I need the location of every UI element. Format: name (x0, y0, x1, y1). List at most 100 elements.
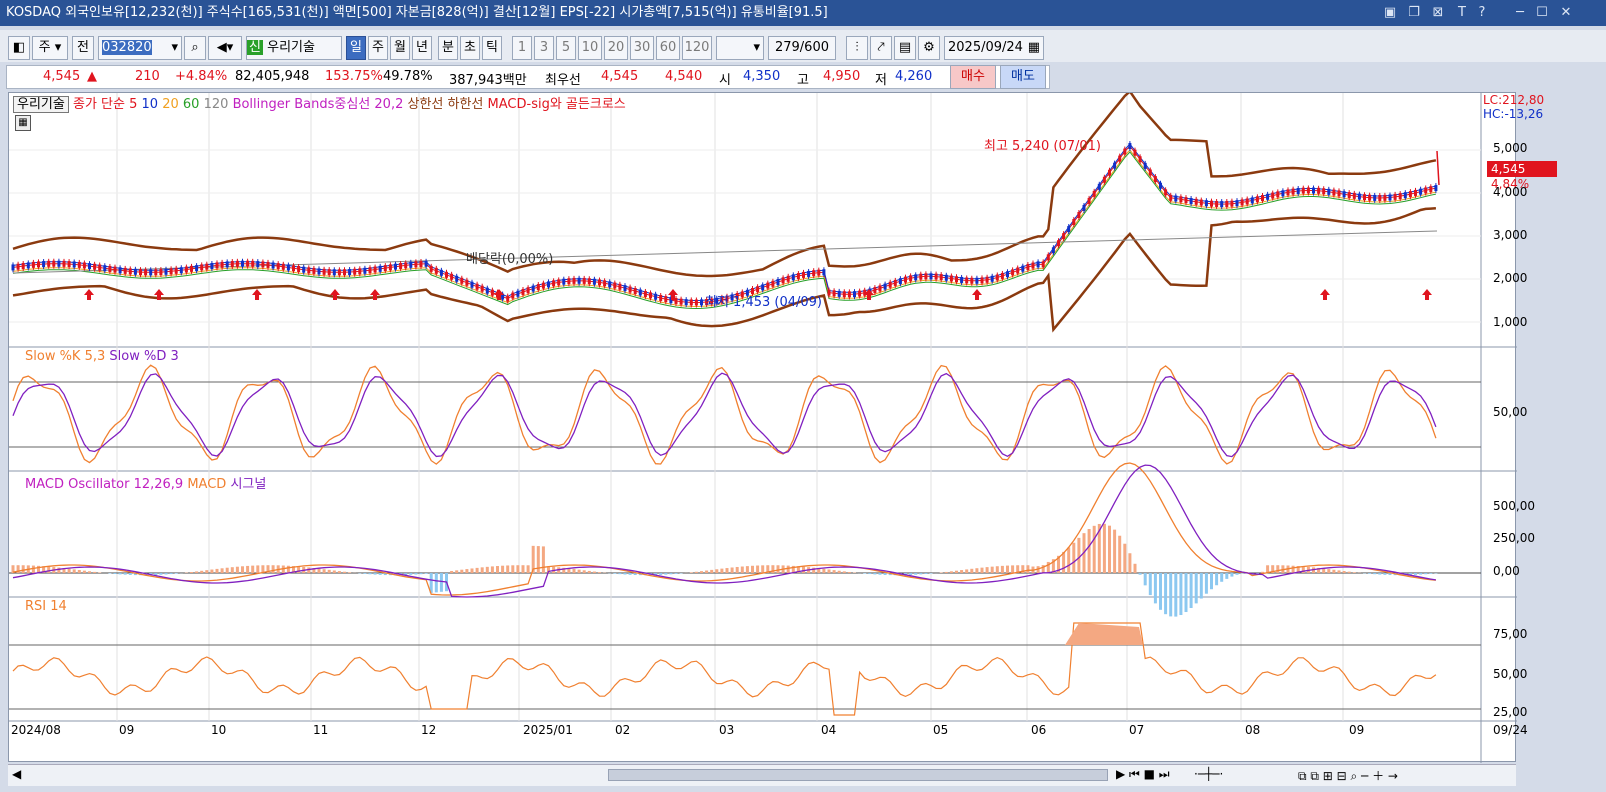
candle-body (1240, 199, 1244, 206)
candle-body (1215, 200, 1219, 207)
candle-body (1138, 156, 1142, 163)
candle-body (1225, 200, 1229, 207)
count-button-60[interactable]: 60 (656, 36, 680, 60)
close-doc-icon[interactable]: ⊠ (1432, 5, 1444, 20)
save-icon[interactable]: ▤ (894, 36, 916, 60)
macd-oscillator-bar (521, 565, 525, 573)
x-label-5: 2025/01 (523, 723, 573, 737)
legend-bb-lower: 하한선 (447, 97, 484, 112)
macd-oscillator-bar (337, 571, 341, 573)
macd-oscillator-bar (1235, 573, 1239, 575)
candle-body (292, 265, 295, 272)
macd-oscillator-bar (220, 568, 224, 573)
macd-oscillator-bar (1067, 547, 1071, 573)
period-year-button[interactable]: 년 (412, 36, 432, 60)
candle-body (276, 263, 280, 270)
close-icon[interactable]: ✕ (1560, 5, 1572, 20)
candle-body (1312, 187, 1315, 194)
candle-body (1281, 190, 1285, 197)
stock-name-field[interactable]: 신 우리기술 (246, 36, 342, 60)
settings-icon[interactable]: ⚙ (918, 36, 940, 60)
sell-button[interactable]: 매도 (1000, 65, 1046, 89)
candle-body (31, 261, 35, 268)
stock-tag[interactable]: 우리기술 (13, 96, 69, 113)
legend-bb-upper: 상한선 (407, 97, 444, 112)
help-icon[interactable]: ? (1478, 5, 1486, 20)
macd-y-250: 250,00 (1493, 531, 1535, 545)
macd-oscillator-bar (174, 573, 178, 574)
period-second-button[interactable]: 초 (460, 36, 480, 60)
candle-body (1210, 200, 1213, 207)
restore-window-icon[interactable]: ❐ (1408, 5, 1420, 20)
macd-oscillator-bar (970, 568, 974, 573)
candle-body (832, 290, 836, 297)
scroll-left-icon[interactable]: ◀ (12, 767, 22, 781)
count-button-1[interactable]: 1 (512, 36, 532, 60)
stoch-legend: Slow %K 5,3 Slow %D 3 (25, 349, 179, 364)
macd-oscillator-bar (633, 573, 637, 576)
sound-icon[interactable]: ◀▾ (208, 36, 242, 60)
grid-icon[interactable]: ▦ (15, 115, 31, 131)
count-button-30[interactable]: 30 (630, 36, 654, 60)
macd-oscillator-bar (1266, 565, 1270, 573)
chart-scrollbar[interactable]: ◀ ▶ ⏮ ■ ⏭ ·─┼─· ⧉ ⧉ ⊞ ⊟ ⌕ ─ ＋ → (8, 764, 1516, 786)
period-week-button[interactable]: 주 (368, 36, 388, 60)
candle-body (144, 269, 148, 276)
candle-body (353, 268, 357, 275)
candle-body (52, 260, 56, 267)
candle-body (888, 281, 892, 288)
stock-code-input[interactable]: 032820 ▾ (98, 36, 182, 60)
candle-body (1378, 194, 1382, 201)
layout-icon[interactable]: ◧ (8, 36, 30, 60)
chart-canvas[interactable] (9, 93, 1517, 763)
buy-button[interactable]: 매수 (950, 65, 996, 89)
indicator-icon[interactable]: ⫶ (846, 36, 868, 60)
candle-body (450, 273, 454, 280)
scroll-thumb[interactable] (608, 769, 1108, 781)
best-label: 최우선 (545, 73, 581, 88)
count-select[interactable]: ▾ (716, 36, 764, 60)
macd-oscillator-bar (618, 573, 622, 575)
candle-body (1067, 226, 1071, 233)
search-icon[interactable]: ⌕ (184, 36, 206, 60)
candle-body (674, 297, 678, 304)
count-button-5[interactable]: 5 (556, 36, 576, 60)
zoom-slider[interactable]: ·─┼─· (1194, 767, 1224, 781)
candle-body (812, 270, 816, 277)
period-tick-button[interactable]: 틱 (482, 36, 502, 60)
macd-oscillator-bar (766, 565, 770, 573)
count-button-10[interactable]: 10 (578, 36, 602, 60)
prev-button[interactable]: 전 (72, 36, 94, 60)
count-button-3[interactable]: 3 (534, 36, 554, 60)
date-input[interactable]: 2025/09/24 ▦ (944, 36, 1044, 60)
macd-oscillator-bar (1041, 565, 1045, 573)
minimize-icon[interactable]: ─ (1516, 5, 1524, 20)
candle-body (541, 282, 545, 289)
text-icon[interactable]: T (1458, 5, 1466, 20)
macd-oscillator-bar (628, 573, 632, 575)
macd-oscillator-bar (613, 573, 617, 574)
period-minute-button[interactable]: 분 (438, 36, 458, 60)
candle-body (669, 297, 673, 304)
chart-area[interactable]: 우리기술 종가 단순 5 10 20 60 120 Bollinger Band… (8, 92, 1557, 763)
macd-oscillator-bar (700, 571, 703, 573)
count-button-120[interactable]: 120 (682, 36, 712, 60)
candle-body (1352, 192, 1356, 199)
count-display[interactable]: 279/600 (768, 36, 836, 60)
zoom-icons[interactable]: ⧉ ⧉ ⊞ ⊟ ⌕ ─ ＋ → (1298, 769, 1398, 783)
maximize-icon[interactable]: ☐ (1536, 5, 1548, 20)
candle-body (16, 263, 20, 270)
layout-icon[interactable]: ▣ (1383, 5, 1397, 20)
candle-body (562, 278, 566, 285)
candle-body (1164, 189, 1168, 196)
candle-body (1291, 188, 1295, 195)
period-select[interactable]: 주 ▾ (32, 36, 68, 60)
candle-body (241, 260, 244, 267)
count-button-20[interactable]: 20 (604, 36, 628, 60)
period-day-button[interactable]: 일 (346, 36, 366, 60)
draw-icon[interactable]: ⤤ (870, 36, 892, 60)
macd-oscillator-bar (72, 569, 76, 573)
macd-oscillator-bar (200, 570, 204, 573)
play-icon[interactable]: ▶ ⏮ ■ ⏭ (1116, 767, 1170, 781)
period-month-button[interactable]: 월 (390, 36, 410, 60)
